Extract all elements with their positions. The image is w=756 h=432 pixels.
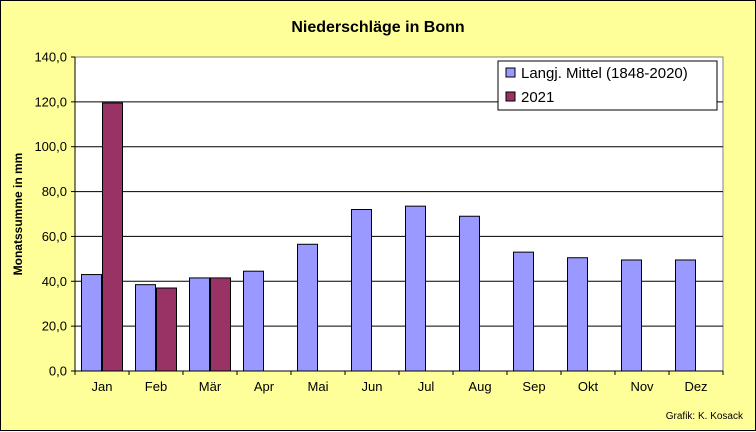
legend-swatch-2021 xyxy=(505,91,516,102)
y-tick-label: 120,0 xyxy=(34,94,67,109)
y-tick-label: 20,0 xyxy=(42,319,67,334)
bar-mittel-feb xyxy=(135,284,156,372)
legend-box xyxy=(497,60,718,111)
bar-mittel-mär xyxy=(189,277,210,372)
x-tick-label: Mär xyxy=(199,379,222,394)
legend: Langj. Mittel (1848-2020) 2021 xyxy=(497,60,718,111)
x-tick-label: Jul xyxy=(418,379,435,394)
x-tick-label: Aug xyxy=(468,379,491,394)
x-tick-label: Dez xyxy=(684,379,707,394)
bar-mittel-nov xyxy=(621,259,642,372)
bars xyxy=(81,102,696,372)
bar-mittel-okt xyxy=(567,257,588,372)
bar-mittel-aug xyxy=(459,215,480,372)
y-tick-label: 0,0 xyxy=(49,364,67,379)
bar-mittel-dez xyxy=(675,259,696,372)
bar-mittel-mai xyxy=(297,243,318,372)
bar-2021-jan xyxy=(102,102,123,372)
y-tick-label: 40,0 xyxy=(42,274,67,289)
bar-mittel-jan xyxy=(81,274,102,372)
x-tick-label: Nov xyxy=(630,379,654,394)
legend-label-2021: 2021 xyxy=(521,89,554,106)
bar-mittel-jun xyxy=(351,209,372,372)
x-tick-label: Okt xyxy=(578,379,599,394)
legend-label-mittel: Langj. Mittel (1848-2020) xyxy=(521,65,688,82)
y-tick-label: 80,0 xyxy=(42,184,67,199)
bar-mittel-apr xyxy=(243,270,264,372)
x-axis-ticks: Jan Feb Mär Apr Mai Jun Jul Aug Sep Okt Nov Dez xyxy=(74,371,724,394)
y-tick-label: 100,0 xyxy=(34,139,67,154)
x-tick-label: Jun xyxy=(362,379,383,394)
x-tick-label: Apr xyxy=(254,379,275,394)
bar-mittel-jul xyxy=(405,205,426,372)
credit-text: Grafik: K. Kosack xyxy=(666,411,744,422)
legend-swatch-mittel xyxy=(505,67,516,78)
y-axis-label: Monatssumme in mm xyxy=(11,153,25,276)
bar-2021-mär xyxy=(210,277,231,372)
x-tick-label: Jan xyxy=(92,379,113,394)
x-tick-label: Sep xyxy=(522,379,545,394)
x-tick-label: Feb xyxy=(145,379,167,394)
chart-title: Niederschläge in Bonn xyxy=(291,19,464,36)
bar-2021-feb xyxy=(156,287,177,372)
y-tick-label: 60,0 xyxy=(42,229,67,244)
y-tick-label: 140,0 xyxy=(34,50,67,65)
x-tick-label: Mai xyxy=(308,379,329,394)
bar-mittel-sep xyxy=(513,251,534,372)
